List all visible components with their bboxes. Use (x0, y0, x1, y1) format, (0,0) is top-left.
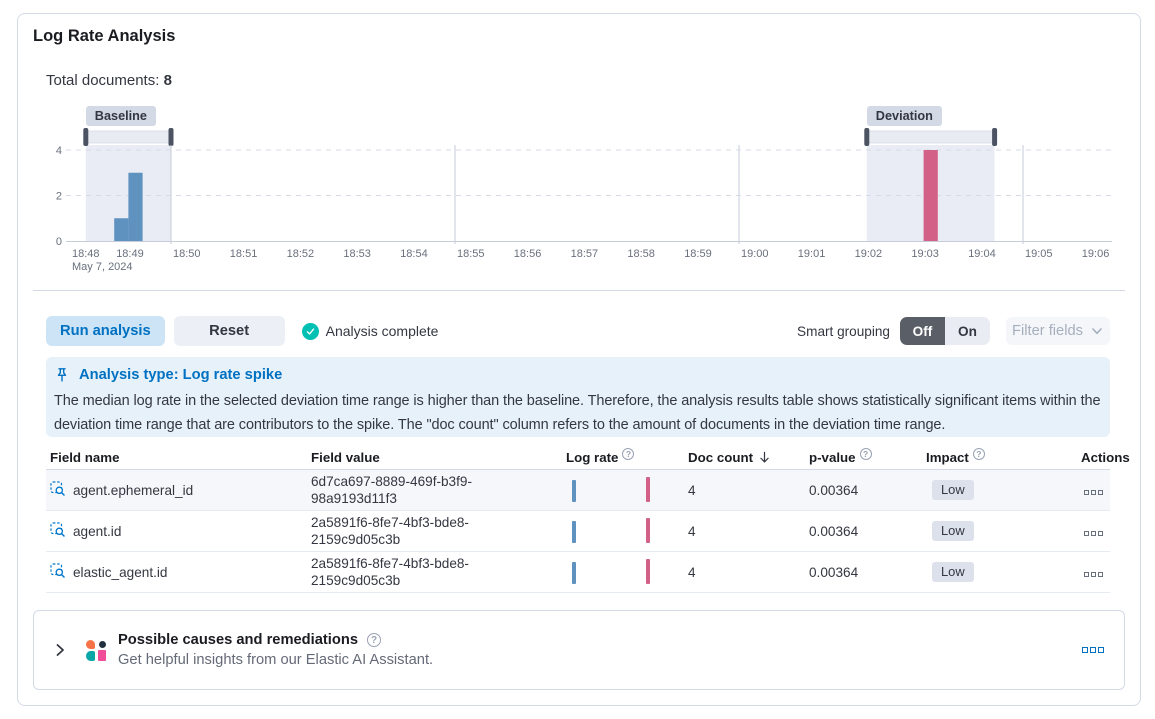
svg-text:19:06: 19:06 (1082, 248, 1110, 260)
svg-text:18:48: 18:48 (72, 248, 100, 260)
svg-text:18:49: 18:49 (116, 248, 144, 260)
svg-text:18:50: 18:50 (173, 248, 201, 260)
table-row: agent.id 2a5891f6-8fe7-4bf3-bde8-2159c9d… (46, 511, 1110, 552)
impact-badge: Low (932, 562, 974, 582)
svg-text:18:53: 18:53 (343, 248, 371, 260)
p-value: 0.00364 (809, 564, 859, 580)
filter-fields-button[interactable]: Filter fields (1006, 317, 1110, 345)
section-divider (33, 290, 1125, 291)
col-header-impact[interactable]: Impact ? (926, 447, 1081, 465)
field-name: elastic_agent.id (73, 564, 168, 580)
row-actions-button[interactable] (1084, 530, 1103, 536)
svg-text:19:01: 19:01 (798, 248, 826, 260)
col-header-doc-count[interactable]: Doc count (688, 450, 809, 465)
svg-text:18:58: 18:58 (627, 248, 655, 260)
document-count-chart[interactable]: Baseline Deviation 18:48 18:49 18:50 18:51 1… (46, 100, 1124, 275)
field-value: 2a5891f6-8fe7-4bf3-bde8-2159c9d05c3b (311, 515, 469, 547)
ai-panel-title: Possible causes and remediations (118, 632, 358, 648)
row-actions-button[interactable] (1084, 489, 1103, 495)
table-row: agent.ephemeral_id 6d7ca697-8889-469f-b3… (46, 470, 1110, 511)
field-search-icon[interactable] (50, 481, 65, 499)
ai-panel-subtitle: Get helpful insights from our Elastic AI… (118, 652, 434, 668)
total-documents-value: 8 (163, 72, 172, 89)
svg-text:May 7, 2024: May 7, 2024 (72, 261, 133, 273)
smart-grouping-off-button[interactable]: Off (900, 317, 945, 345)
svg-text:2: 2 (56, 191, 62, 203)
p-value: 0.00364 (809, 482, 859, 498)
page-title: Log Rate Analysis (33, 27, 176, 45)
field-search-icon[interactable] (50, 522, 65, 540)
field-value: 6d7ca697-8889-469f-b3f9-98a9193d11f3 (311, 474, 472, 506)
log-rate-sparkline (569, 477, 679, 503)
svg-text:18:57: 18:57 (571, 248, 599, 260)
row-actions-button[interactable] (1084, 571, 1103, 577)
impact-badge: Low (932, 480, 974, 500)
svg-text:4: 4 (56, 145, 62, 157)
sort-descending-icon (760, 451, 769, 463)
field-value: 2a5891f6-8fe7-4bf3-bde8-2159c9d05c3b (311, 556, 469, 588)
check-icon (301, 322, 319, 340)
status-label: Analysis complete (325, 323, 439, 339)
analysis-complete-status: Analysis complete (301, 322, 439, 340)
total-documents-label: Total documents: (46, 72, 160, 89)
col-header-field-name[interactable]: Field name (50, 450, 120, 465)
svg-text:18:56: 18:56 (514, 248, 542, 260)
chevron-down-icon (1092, 328, 1102, 335)
controls-row: Run analysis Reset Analysis complete Sma… (46, 316, 1110, 346)
help-icon[interactable]: ? (367, 633, 381, 647)
svg-text:18:55: 18:55 (457, 248, 485, 260)
callout-title: Analysis type: Log rate spike (79, 367, 283, 383)
doc-count: 4 (688, 523, 696, 539)
reset-button[interactable]: Reset (173, 316, 285, 346)
baseline-badge: Baseline (85, 106, 156, 126)
analysis-type-callout: Analysis type: Log rate spike The median… (46, 357, 1110, 437)
elastic-ai-assistant-icon (86, 639, 107, 661)
pin-icon (57, 368, 67, 382)
col-header-field-value[interactable]: Field value (311, 450, 380, 465)
svg-text:0: 0 (56, 236, 62, 248)
field-search-icon[interactable] (50, 563, 65, 581)
question-icon[interactable]: ? (622, 447, 635, 460)
svg-text:18:54: 18:54 (400, 248, 428, 260)
total-documents: Total documents: 8 (46, 72, 172, 89)
impact-badge: Low (932, 521, 974, 541)
svg-text:19:02: 19:02 (855, 248, 883, 260)
smart-grouping-label: Smart grouping (797, 323, 890, 339)
col-header-log-rate[interactable]: Log rate ? (566, 447, 688, 465)
doc-count: 4 (688, 482, 696, 498)
run-analysis-button[interactable]: Run analysis (46, 316, 165, 346)
log-rate-sparkline (569, 518, 679, 544)
col-header-p-value[interactable]: p-value ? (809, 447, 926, 465)
question-icon[interactable]: ? (859, 447, 872, 460)
field-name: agent.id (73, 523, 122, 539)
svg-text:18:52: 18:52 (287, 248, 315, 260)
svg-text:18:59: 18:59 (684, 248, 712, 260)
table-row: elastic_agent.id 2a5891f6-8fe7-4bf3-bde8… (46, 552, 1110, 593)
field-name: agent.ephemeral_id (73, 482, 194, 498)
svg-text:19:05: 19:05 (1025, 248, 1053, 260)
callout-body: The median log rate in the selected devi… (54, 393, 1101, 433)
svg-text:19:04: 19:04 (968, 248, 996, 260)
possible-causes-accordion[interactable]: Possible causes and remediations ? Get h… (33, 610, 1125, 690)
deviation-badge: Deviation (866, 106, 942, 126)
log-rate-sparkline (569, 559, 679, 585)
col-header-actions: Actions (1081, 450, 1130, 465)
smart-grouping-toggle: Off On (900, 317, 990, 345)
svg-text:19:00: 19:00 (741, 248, 769, 260)
question-icon[interactable]: ? (972, 447, 985, 460)
table-header-row: Field name Field value Log rate ? Doc co… (46, 446, 1130, 470)
svg-text:18:51: 18:51 (230, 248, 258, 260)
histogram-svg[interactable]: 18:48 18:49 18:50 18:51 18:52 18:53 18:54 18:55… (46, 100, 1124, 275)
smart-grouping-on-button[interactable]: On (945, 317, 990, 345)
chevron-right-icon[interactable] (52, 642, 68, 658)
p-value: 0.00364 (809, 523, 859, 539)
ai-panel-actions-button[interactable] (1082, 647, 1104, 653)
svg-text:19:03: 19:03 (911, 248, 939, 260)
doc-count: 4 (688, 564, 696, 580)
filter-fields-label: Filter fields (1011, 323, 1083, 339)
results-table: Field name Field value Log rate ? Doc co… (46, 446, 1130, 593)
